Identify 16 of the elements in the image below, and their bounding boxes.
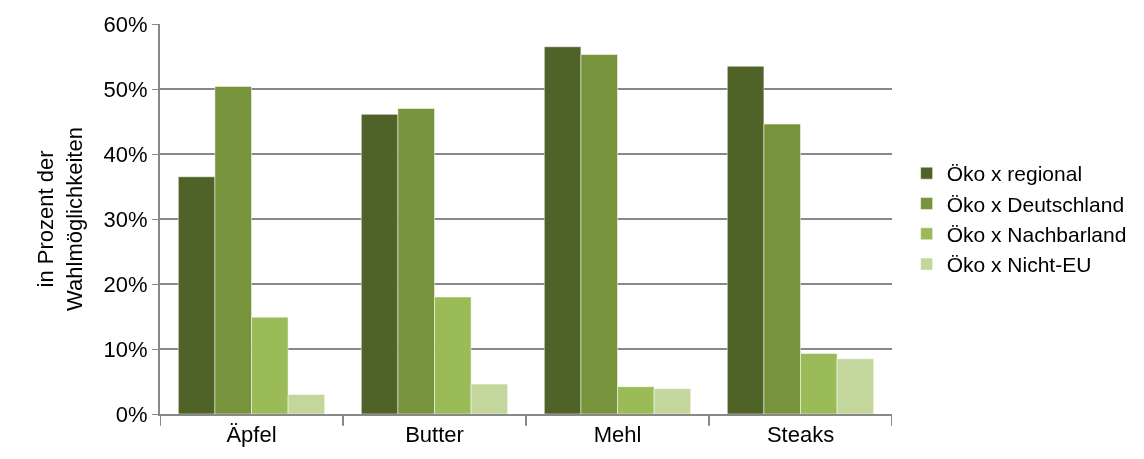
legend-label: Öko x Nachbarland xyxy=(946,222,1127,246)
y-tick-label: 40% xyxy=(103,141,148,167)
legend-label: Öko x Deutschland xyxy=(946,192,1125,216)
y-tick-label: 30% xyxy=(103,206,148,232)
y-tick-label: 0% xyxy=(115,401,148,427)
x-tick-label: Mehl xyxy=(593,422,642,448)
y-tick-label: 20% xyxy=(103,271,148,297)
y-axis-title: in Prozent der Wahlmöglichkeiten xyxy=(33,127,87,311)
legend-label: Öko x Nicht-EU xyxy=(946,253,1092,277)
x-tick-label: Butter xyxy=(405,422,464,448)
y-tick-label: 60% xyxy=(103,11,148,37)
x-tick-label: Äpfel xyxy=(226,422,277,448)
y-tick-label: 50% xyxy=(103,76,148,102)
x-tick-label: Steaks xyxy=(766,422,835,448)
legend-label: Öko x regional xyxy=(946,162,1083,186)
y-tick-label: 10% xyxy=(103,336,148,362)
